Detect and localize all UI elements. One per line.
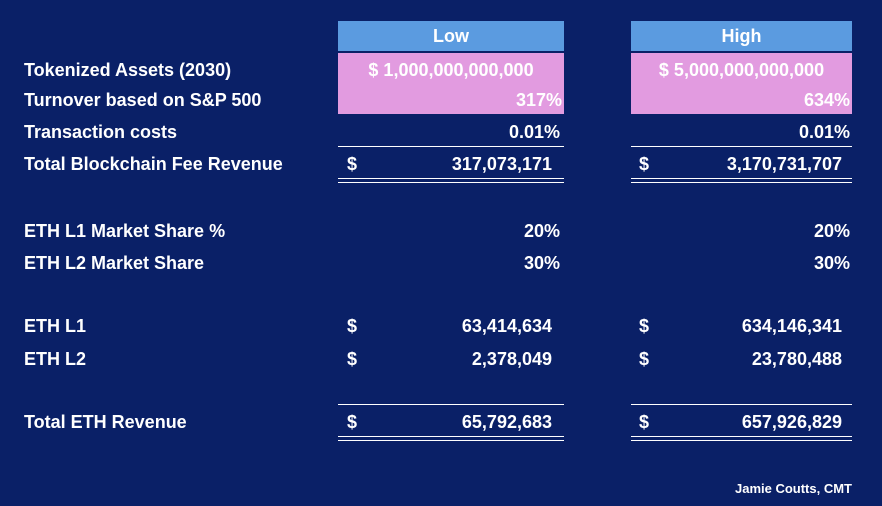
eth-l2-high-currency: $ (639, 349, 650, 369)
eth-l2-high: 23,780,488 (751, 349, 842, 369)
row-label-fee-revenue: Total Blockchain Fee Revenue (24, 154, 283, 174)
column-header-high: High (631, 21, 852, 51)
eth-l2-low-currency: $ (347, 349, 358, 369)
fee-revenue-low-currency: $ (347, 154, 358, 174)
l1-market-share-low: 20% (523, 221, 560, 241)
row-label-transaction-costs: Transaction costs (24, 122, 178, 142)
grand-total-rule-low (338, 404, 564, 405)
grand-total-double-rule-high (631, 436, 852, 441)
highlight-block-low (338, 53, 564, 114)
l2-market-share-high: 30% (813, 253, 850, 273)
row-label-turnover: Turnover based on S&P 500 (24, 90, 262, 110)
row-label-tokenized-assets: Tokenized Assets (2030) (24, 60, 232, 80)
fee-revenue-high: 3,170,731,707 (726, 154, 842, 174)
total-double-rule-low (338, 178, 564, 183)
grand-total-double-rule-low (338, 436, 564, 441)
eth-l2-low: 2,378,049 (471, 349, 552, 369)
fee-revenue-high-currency: $ (639, 154, 650, 174)
row-label-eth-l1: ETH L1 (24, 316, 87, 336)
total-double-rule-high (631, 178, 852, 183)
total-eth-revenue-high: 657,926,829 (741, 412, 842, 432)
turnover-high: 634% (803, 90, 850, 110)
subtotal-rule-low (338, 146, 564, 147)
transaction-costs-high: 0.01% (798, 122, 850, 142)
eth-l1-high: 634,146,341 (741, 316, 842, 336)
tokenized-assets-high: $ 5,000,000,000,000 (658, 60, 825, 80)
eth-l1-low: 63,414,634 (461, 316, 552, 336)
author-credit: Jamie Coutts, CMT (734, 481, 852, 496)
transaction-costs-low: 0.01% (508, 122, 560, 142)
subtotal-rule-high (631, 146, 852, 147)
l2-market-share-low: 30% (523, 253, 560, 273)
column-header-low: Low (338, 21, 564, 51)
fee-revenue-low: 317,073,171 (451, 154, 552, 174)
total-eth-revenue-low: 65,792,683 (461, 412, 552, 432)
l1-market-share-high: 20% (813, 221, 850, 241)
total-eth-revenue-high-currency: $ (639, 412, 650, 432)
highlight-block-high (631, 53, 852, 114)
total-eth-revenue-low-currency: $ (347, 412, 358, 432)
tokenized-assets-low: $ 1,000,000,000,000 (368, 60, 534, 80)
turnover-low: 317% (515, 90, 562, 110)
row-label-l2-market-share: ETH L2 Market Share (24, 253, 205, 273)
row-label-l1-market-share: ETH L1 Market Share % (24, 221, 226, 241)
row-label-eth-l2: ETH L2 (24, 349, 87, 369)
grand-total-rule-high (631, 404, 852, 405)
eth-l1-high-currency: $ (639, 316, 650, 336)
eth-l1-low-currency: $ (347, 316, 358, 336)
row-label-total-eth-revenue: Total ETH Revenue (24, 412, 187, 432)
